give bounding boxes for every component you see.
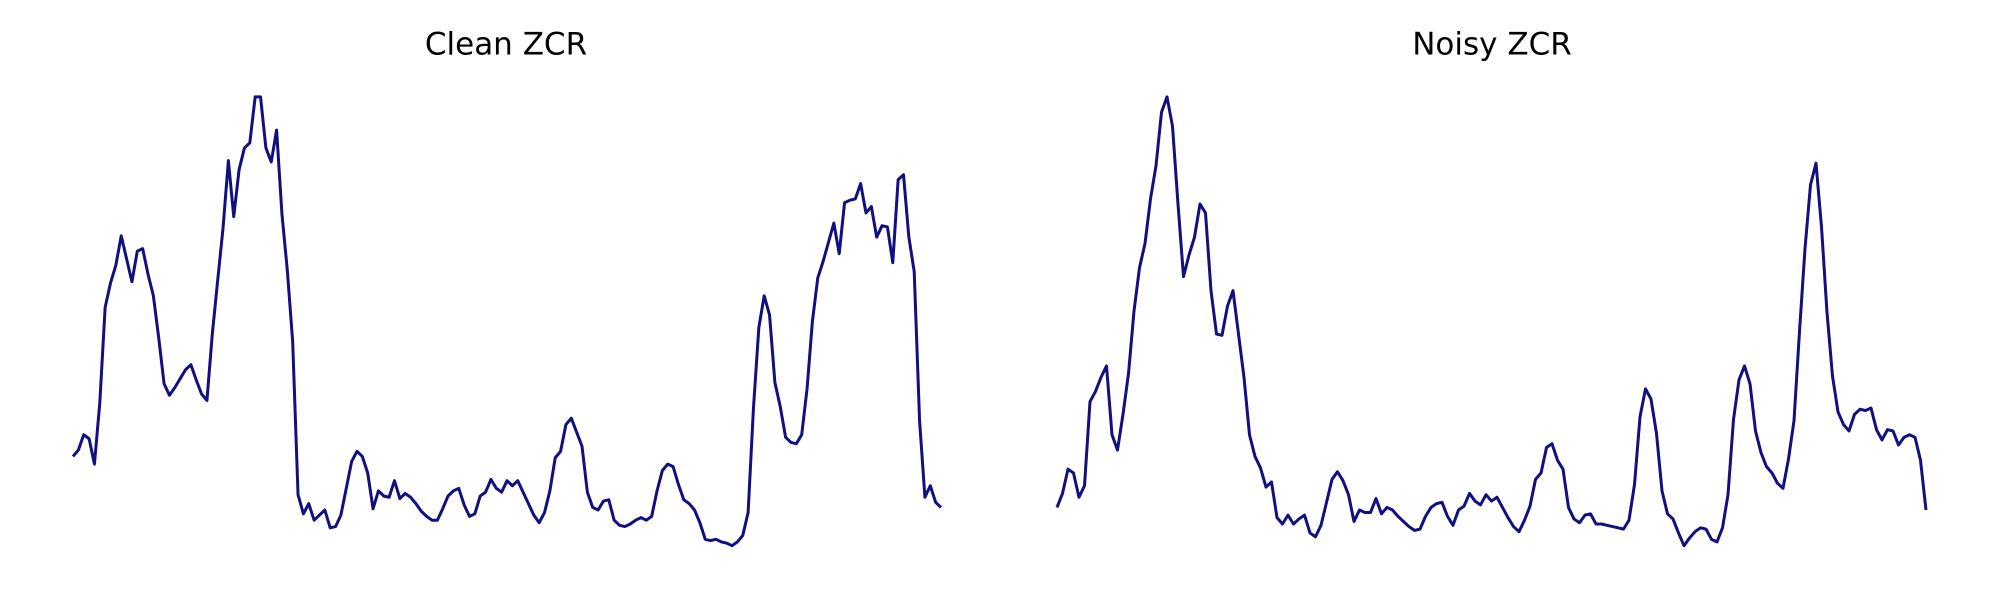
line: [71, 95, 943, 548]
chart-title: Clean ZCR: [425, 27, 587, 63]
chart-title: Noisy ZCR: [1412, 27, 1572, 63]
line: [1055, 95, 1928, 548]
